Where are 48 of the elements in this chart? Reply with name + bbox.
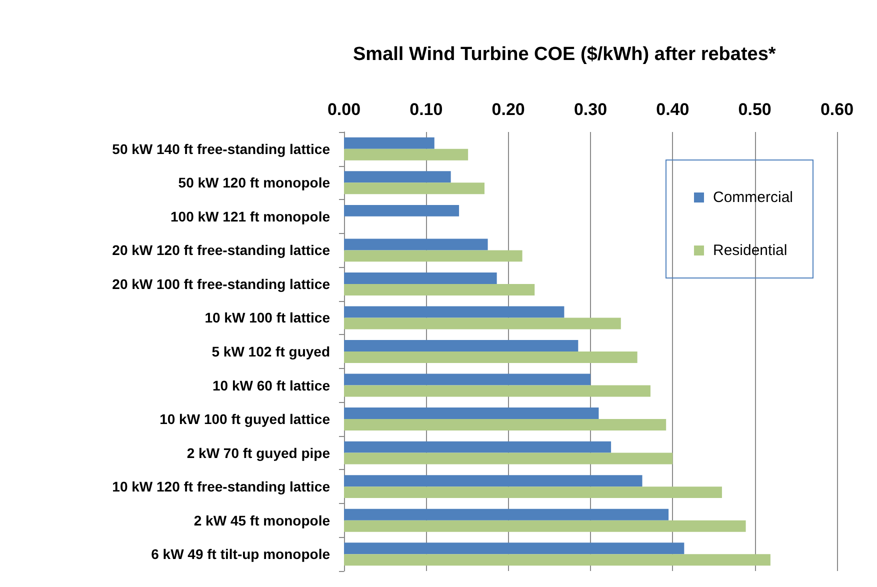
bar: [344, 508, 669, 520]
bar: [344, 238, 488, 250]
x-tick-label: 0.60: [820, 100, 854, 119]
bar: [344, 408, 599, 420]
bar: [344, 148, 468, 160]
bar: [344, 284, 535, 296]
legend-label: Residential: [712, 242, 788, 259]
bar: [344, 419, 666, 431]
x-tick-label: 0.30: [574, 100, 608, 119]
y-tick-label: 10 kW 100 ft guyed lattice: [160, 411, 330, 428]
legend-label: Commercial: [712, 189, 794, 206]
bar: [344, 272, 497, 284]
y-tick-label: 20 kW 120 ft free-standing lattice: [112, 242, 330, 258]
x-tick-label: 0.20: [492, 100, 525, 119]
bar: [344, 475, 642, 487]
y-tick-label: 100 kW 121 ft monopole: [170, 208, 330, 224]
y-tick-label: 10 kW 120 ft free-standing lattice: [112, 478, 330, 495]
y-tick-label: 5 kW 102 ft guyed: [212, 344, 330, 360]
bar: [344, 554, 770, 566]
bar: [344, 171, 451, 183]
bar: [344, 340, 578, 352]
bar: [344, 137, 434, 149]
bar: [344, 318, 621, 330]
bar: [344, 374, 590, 386]
bar: [344, 306, 564, 318]
y-tick-label: 2 kW 45 ft monopole: [194, 512, 330, 528]
bar: [344, 486, 722, 498]
chart-title: Small Wind Turbine COE ($/kWh) after rebates*: [353, 44, 776, 65]
bar: [344, 385, 650, 397]
bar: [344, 204, 460, 216]
bar: [344, 441, 612, 453]
bar: [344, 452, 673, 464]
x-tick-label: 0.40: [656, 100, 690, 119]
y-tick-label: 2 kW 70 ft guyed pipe: [186, 444, 330, 461]
y-tick-label: 10 kW 60 ft lattice: [212, 377, 330, 394]
bar: [344, 250, 522, 262]
bar: [344, 542, 684, 554]
x-tick-label: 0.00: [327, 100, 361, 119]
bar: [344, 182, 485, 194]
x-tick-label: 0.50: [738, 100, 772, 119]
x-tick-label: 0.10: [410, 100, 443, 119]
y-tick-label: 20 kW 100 ft free-standing lattice: [112, 276, 330, 292]
y-tick-label: 6 kW 49 ft tilt-up monopole: [151, 546, 330, 562]
bar: [344, 352, 638, 363]
y-tick-label: 10 kW 100 ft lattice: [204, 310, 330, 326]
y-tick-label: 50 kW 140 ft free-standing lattice: [112, 140, 330, 157]
bar: [344, 520, 746, 532]
y-tick-label: 50 kW 120 ft monopole: [178, 174, 330, 191]
